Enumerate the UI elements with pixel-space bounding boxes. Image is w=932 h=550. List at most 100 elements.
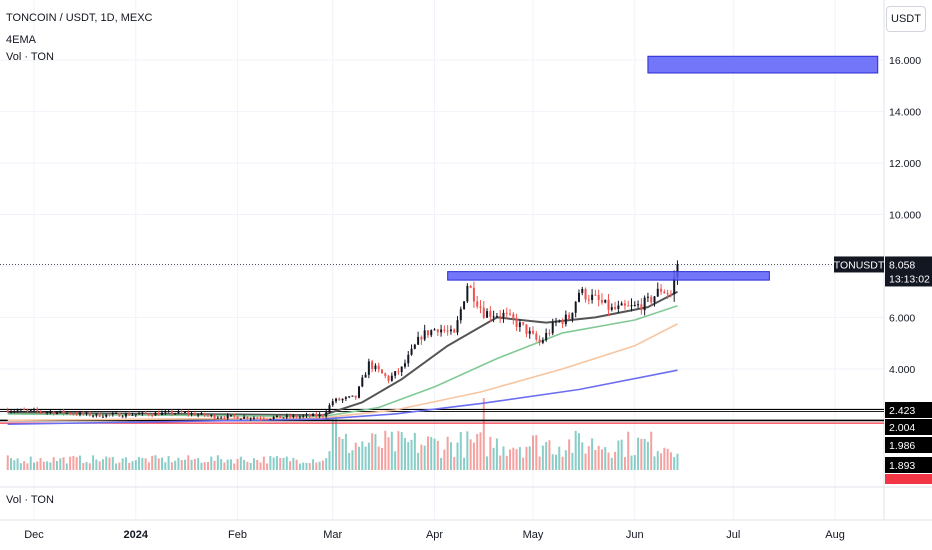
level-tag — [885, 457, 932, 473]
y-tick-label: 4.000 — [889, 364, 915, 376]
ema-indicator-label[interactable]: 4EMA — [6, 34, 36, 46]
candle-body — [177, 411, 180, 414]
y-tick-label: 12.000 — [889, 158, 921, 170]
volume-bar — [88, 463, 91, 470]
chart-title[interactable]: TONCOIN / USDT, 1D, MEXC — [6, 12, 153, 24]
currency-unit-button[interactable]: USDT — [886, 6, 926, 32]
volume-bar — [170, 462, 173, 470]
volume-bar — [469, 439, 472, 470]
volume-bar — [374, 434, 377, 470]
x-tick-label: Jun — [626, 529, 644, 541]
volume-bar — [653, 456, 656, 470]
candle-body — [377, 365, 380, 370]
volume-bar — [39, 458, 42, 470]
volume-bar — [571, 452, 574, 470]
candle-body — [653, 296, 656, 303]
candle-body — [154, 412, 157, 416]
level-tag-text: 1.986 — [889, 440, 915, 452]
candle-body — [430, 330, 433, 336]
candle-body — [95, 413, 98, 416]
volume-bar — [13, 460, 16, 470]
volume-bar — [532, 435, 535, 470]
volume-bar — [302, 462, 305, 470]
volume-bar — [620, 439, 623, 470]
volume-bar — [400, 432, 403, 470]
candle-body — [607, 299, 610, 310]
candle-body — [584, 288, 587, 300]
volume-bar — [26, 463, 29, 470]
candle-body — [646, 296, 649, 298]
candle-body — [187, 412, 190, 415]
candle-body — [134, 414, 137, 416]
volume-bar — [151, 455, 154, 470]
level-tag-text: 2.423 — [889, 405, 915, 417]
volume-bar — [564, 450, 567, 470]
volume-bar — [495, 438, 498, 470]
candle-body — [321, 414, 324, 417]
volume-bar — [440, 457, 443, 470]
candle-body — [223, 417, 226, 419]
candle-body — [476, 301, 479, 307]
volume-indicator-label[interactable]: Vol · TON — [6, 51, 54, 63]
candle-body — [206, 415, 209, 417]
volume-bar — [656, 451, 659, 470]
volume-bar — [591, 438, 594, 470]
symbol-tag-text: TONUSDT — [834, 259, 885, 271]
volume-bar — [384, 430, 387, 470]
volume-bar — [131, 461, 134, 470]
candle-body — [413, 344, 416, 349]
volume-bar — [476, 433, 479, 470]
volume-bar — [318, 461, 321, 470]
candle-body — [486, 311, 489, 318]
volume-bar — [92, 455, 95, 470]
volume-bar — [499, 455, 502, 470]
volume-bar — [538, 456, 541, 470]
volume-bar — [505, 455, 508, 470]
x-tick-label: May — [523, 529, 544, 541]
volume-bar — [449, 442, 452, 470]
volume-bar — [610, 457, 613, 470]
candle-body — [558, 320, 561, 322]
volume-bar — [358, 446, 361, 470]
candle-body — [397, 371, 400, 373]
volume-bar — [272, 457, 275, 470]
candle-body — [308, 414, 311, 417]
candle-body — [42, 412, 45, 414]
candle-body — [660, 288, 663, 292]
x-tick-label: Jul — [726, 529, 740, 541]
candle-body — [380, 369, 383, 374]
volume-bar — [459, 432, 462, 470]
candle-body — [574, 301, 577, 313]
volume-bar — [193, 458, 196, 470]
candle-body — [472, 287, 475, 302]
candle-body — [305, 414, 308, 416]
candle-body — [417, 336, 420, 345]
candle-body — [617, 305, 620, 309]
candle-body — [69, 412, 72, 415]
candle-body — [591, 294, 594, 301]
candle-body — [482, 307, 485, 318]
candle-body — [640, 304, 643, 311]
level-tag — [885, 419, 932, 435]
volume-pane-label[interactable]: Vol · TON — [6, 494, 54, 506]
candle-body — [512, 314, 515, 320]
volume-bar — [541, 445, 544, 470]
candle-body — [673, 277, 676, 295]
volume-bar — [226, 459, 229, 470]
candle-body — [164, 411, 167, 413]
candle-body — [525, 324, 528, 334]
volume-bar — [62, 457, 65, 470]
ema-line — [7, 323, 678, 422]
volume-bar — [627, 431, 630, 470]
candle-body — [246, 416, 249, 419]
candle-body — [440, 329, 443, 333]
candle-body — [318, 414, 321, 417]
volume-bar — [305, 462, 308, 470]
volume-bar — [141, 457, 144, 470]
candle-body — [403, 363, 406, 367]
candle-body — [33, 409, 35, 411]
candle-body — [541, 340, 544, 343]
volume-bar — [266, 463, 269, 470]
volume-bar — [203, 462, 206, 470]
